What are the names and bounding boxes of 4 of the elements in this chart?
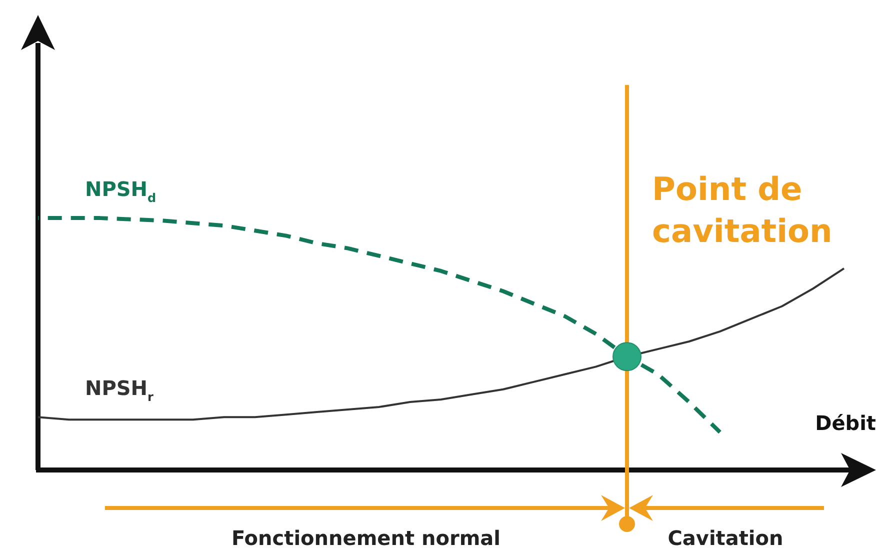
text: Cavitation: [668, 526, 784, 550]
annotation: Point de cavitation: [652, 170, 832, 250]
x-axis-title: Débit: [815, 411, 876, 435]
text: Fonctionnement normal: [231, 526, 501, 550]
